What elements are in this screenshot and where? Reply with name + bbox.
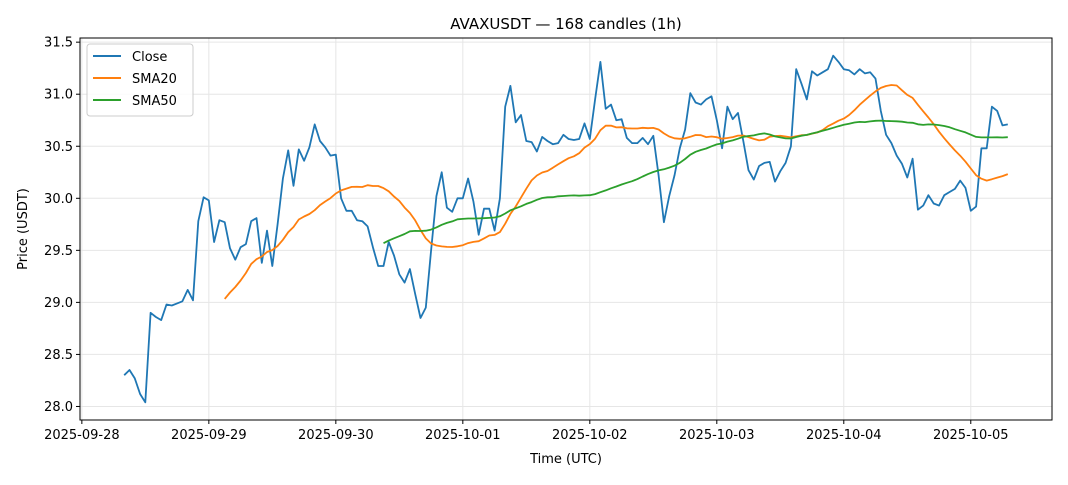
grid — [80, 38, 1052, 420]
plot-frame — [79, 37, 1053, 421]
series-line-sma20 — [224, 84, 1009, 300]
x-tick-label: 2025-10-03 — [679, 428, 755, 443]
x-tick-label: 2025-10-04 — [806, 428, 882, 443]
series-line-close — [123, 54, 1008, 404]
x-tick-label: 2025-10-01 — [425, 428, 501, 443]
legend-label: Close — [132, 50, 167, 65]
chart-title: AVAXUSDT — 168 candles (1h) — [450, 15, 682, 33]
y-axis-label: Price (USDT) — [16, 188, 31, 270]
y-tick-label: 31.5 — [44, 36, 73, 51]
y-axis: 28.0 28.5 29.0 29.5 30.0 30.5 31.0 31.5 — [44, 36, 80, 415]
y-tick-label: 30.0 — [44, 192, 73, 207]
x-tick-label: 2025-10-05 — [933, 428, 1009, 443]
y-tick-label: 31.0 — [44, 88, 73, 103]
y-tick-label: 29.0 — [44, 296, 73, 311]
legend: Close SMA20 SMA50 — [86, 43, 194, 117]
series-line-sma50 — [383, 119, 1008, 245]
y-tick-label: 30.5 — [44, 140, 73, 155]
y-tick-label: 28.5 — [44, 348, 73, 363]
x-tick-label: 2025-09-28 — [44, 428, 120, 443]
y-tick-label: 28.0 — [44, 400, 73, 415]
x-tick-label: 2025-09-29 — [171, 428, 247, 443]
x-axis: 2025-09-28 2025-09-29 2025-09-30 2025-10-01… — [44, 420, 1009, 443]
y-tick-label: 29.5 — [44, 244, 73, 259]
x-axis-label: Time (UTC) — [529, 452, 602, 467]
series-lines — [123, 54, 1009, 404]
legend-label: SMA20 — [132, 72, 177, 87]
x-tick-label: 2025-09-30 — [298, 428, 374, 443]
legend-box — [86, 43, 194, 117]
x-tick-label: 2025-10-02 — [552, 428, 628, 443]
legend-label: SMA50 — [132, 94, 177, 109]
